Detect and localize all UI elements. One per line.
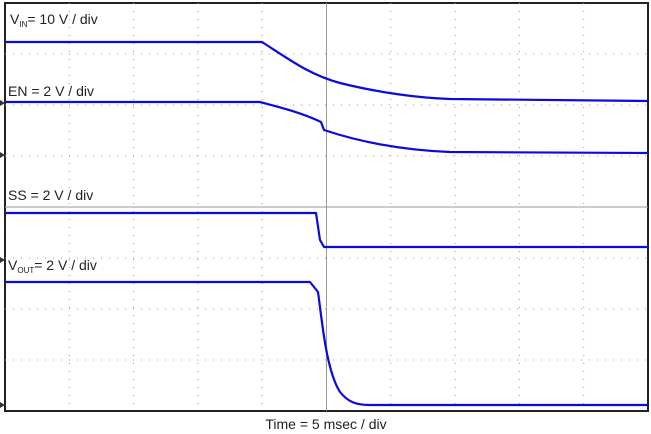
- label-main: V: [10, 11, 20, 27]
- en-trace: [6, 100, 649, 155]
- ground-markers: [0, 100, 5, 408]
- ss-trace: [6, 211, 648, 249]
- vin-trace: [6, 40, 649, 103]
- label-sub: OUT: [17, 266, 34, 275]
- label-sub: IN: [19, 20, 27, 29]
- label-main: V: [8, 257, 18, 273]
- trace-label: SS = 2 V / div: [8, 187, 93, 203]
- label-rest: = 2 V / div: [34, 257, 97, 273]
- vout-trace: [6, 280, 648, 407]
- grid: [5, 3, 648, 411]
- trace-label: EN = 2 V / div: [8, 83, 94, 99]
- trace-label: VIN= 10 V / div: [10, 11, 98, 29]
- x-axis-label: Time = 5 msec / div: [265, 416, 386, 432]
- label-rest: = 10 V / div: [27, 11, 97, 27]
- trace-label: VOUT= 2 V / div: [8, 257, 97, 275]
